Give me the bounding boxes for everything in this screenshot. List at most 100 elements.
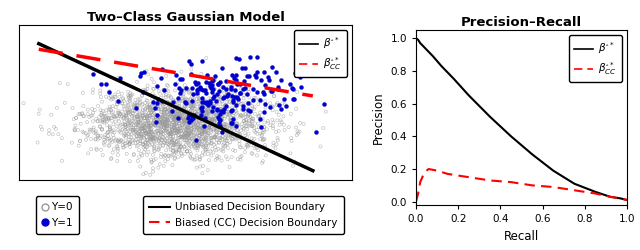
- Point: [274, 113, 284, 117]
- Point: [226, 94, 236, 98]
- Point: [160, 118, 170, 122]
- Point: [277, 102, 287, 105]
- Point: [145, 114, 156, 117]
- Point: [168, 120, 179, 124]
- Point: [197, 139, 207, 143]
- Point: [181, 123, 191, 127]
- Point: [259, 70, 269, 74]
- Point: [210, 78, 220, 82]
- Point: [189, 141, 200, 145]
- Point: [131, 134, 141, 138]
- Point: [191, 146, 201, 150]
- Point: [155, 144, 165, 148]
- Point: [202, 102, 212, 106]
- Point: [194, 138, 204, 141]
- Point: [201, 105, 211, 109]
- Point: [159, 108, 170, 112]
- Point: [138, 129, 148, 133]
- Point: [175, 145, 186, 149]
- Point: [84, 115, 95, 119]
- Point: [254, 114, 264, 118]
- Point: [140, 106, 150, 110]
- Point: [180, 104, 190, 108]
- Point: [125, 121, 135, 125]
- Point: [193, 114, 204, 118]
- Point: [154, 89, 164, 93]
- Point: [184, 129, 194, 133]
- Point: [265, 101, 275, 105]
- Point: [172, 140, 182, 144]
- Point: [239, 96, 249, 100]
- Point: [184, 120, 195, 124]
- Point: [203, 108, 213, 112]
- Point: [226, 116, 236, 119]
- Point: [118, 97, 128, 101]
- Point: [168, 134, 179, 138]
- Point: [70, 128, 80, 132]
- Point: [174, 106, 184, 110]
- Point: [177, 119, 187, 123]
- Point: [151, 106, 161, 110]
- Point: [148, 133, 159, 137]
- Point: [168, 146, 179, 150]
- Point: [216, 114, 226, 118]
- Point: [144, 114, 154, 118]
- Point: [139, 128, 149, 132]
- Point: [185, 150, 195, 154]
- Point: [220, 108, 230, 112]
- Point: [287, 139, 297, 143]
- Point: [129, 123, 139, 127]
- Point: [160, 141, 170, 145]
- Point: [204, 126, 214, 130]
- Point: [216, 107, 227, 111]
- Point: [156, 131, 166, 135]
- Point: [166, 109, 177, 113]
- Point: [120, 104, 131, 108]
- Point: [166, 95, 176, 99]
- Point: [223, 130, 233, 134]
- Point: [186, 68, 196, 71]
- Point: [140, 88, 150, 92]
- Point: [236, 87, 246, 91]
- Point: [166, 132, 176, 136]
- Point: [240, 150, 250, 154]
- Point: [216, 118, 226, 122]
- Point: [102, 130, 113, 134]
- Point: [154, 136, 164, 140]
- Point: [184, 113, 195, 117]
- Point: [113, 128, 124, 132]
- Point: [220, 138, 230, 142]
- Point: [194, 119, 204, 123]
- Point: [186, 118, 196, 122]
- Point: [161, 122, 171, 126]
- Point: [193, 131, 203, 135]
- Point: [104, 90, 115, 94]
- Point: [170, 102, 180, 105]
- Point: [200, 118, 210, 122]
- Point: [195, 121, 205, 125]
- Point: [223, 116, 233, 119]
- Point: [202, 113, 212, 117]
- Point: [197, 119, 207, 123]
- Point: [86, 114, 96, 118]
- Point: [165, 114, 175, 118]
- Point: [225, 126, 236, 130]
- Point: [79, 114, 89, 118]
- Point: [88, 111, 98, 115]
- Point: [205, 127, 215, 131]
- Point: [185, 130, 195, 134]
- Point: [179, 111, 189, 115]
- Point: [200, 130, 210, 134]
- Point: [208, 150, 218, 154]
- Point: [237, 114, 247, 118]
- Point: [168, 106, 178, 110]
- Point: [146, 107, 156, 111]
- Point: [128, 111, 138, 115]
- Point: [203, 123, 213, 127]
- Point: [145, 143, 155, 147]
- Point: [98, 114, 108, 118]
- Point: [186, 105, 196, 109]
- Point: [234, 132, 244, 136]
- Point: [211, 100, 221, 103]
- Point: [176, 116, 186, 119]
